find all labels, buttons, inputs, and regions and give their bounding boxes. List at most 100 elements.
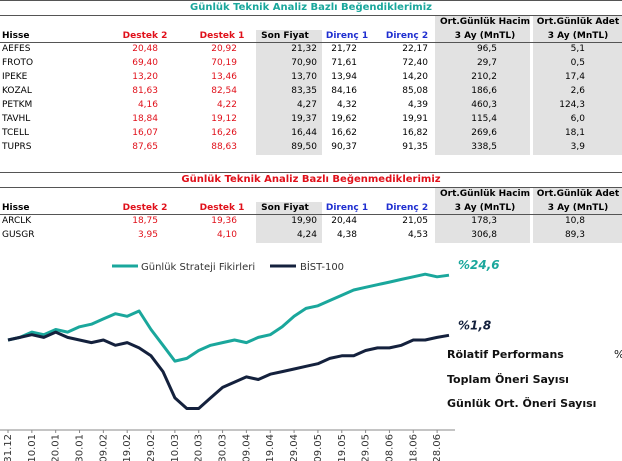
shade bbox=[435, 188, 530, 243]
x-tick-label: 20.03 bbox=[194, 434, 205, 461]
cell: TAVHL bbox=[2, 114, 31, 124]
cell: 18,75 bbox=[132, 216, 158, 226]
cell: GUSGR bbox=[2, 230, 35, 240]
column-header: 3 Ay (MnTL) bbox=[547, 31, 609, 41]
column-header: Direnç 2 bbox=[385, 31, 429, 41]
cell: 19,62 bbox=[331, 114, 357, 124]
column-header: 3 Ay (MnTL) bbox=[547, 203, 609, 213]
x-tick-label: 09.04 bbox=[241, 434, 252, 461]
cell: AEFES bbox=[2, 44, 31, 54]
x-tick-label: 28.06 bbox=[432, 434, 443, 461]
x-tick-label: 30.01 bbox=[75, 434, 86, 461]
shade bbox=[533, 16, 622, 155]
annotation: Günlük Ort. Öneri Sayısı bbox=[447, 396, 596, 410]
annotation: % bbox=[614, 348, 622, 361]
cell: 338,5 bbox=[471, 142, 497, 152]
cell: 16,44 bbox=[291, 128, 317, 138]
cell: 16,82 bbox=[402, 128, 428, 138]
x-tick-label: 20.01 bbox=[51, 434, 62, 461]
x-tick-label: 30.03 bbox=[218, 434, 229, 461]
cell: 85,08 bbox=[402, 86, 428, 96]
cell: 14,20 bbox=[402, 72, 428, 82]
cell: 16,62 bbox=[331, 128, 357, 138]
group-header: Ort.Günlük Hacim bbox=[439, 17, 531, 27]
cell: 72,40 bbox=[402, 58, 428, 68]
cell: 2,6 bbox=[570, 86, 585, 96]
cell: PETKM bbox=[2, 100, 33, 110]
shade bbox=[256, 202, 322, 243]
shade bbox=[435, 16, 530, 155]
end-label: %1,8 bbox=[458, 318, 491, 332]
column-header: 3 Ay (MnTL) bbox=[454, 203, 516, 213]
cell: 20,48 bbox=[132, 44, 158, 54]
legend-label: Günlük Strateji Fikirleri bbox=[141, 262, 255, 273]
cell: KOZAL bbox=[2, 86, 32, 96]
cell: 82,54 bbox=[211, 86, 237, 96]
column-header: Destek 2 bbox=[122, 203, 168, 213]
cell: 17,4 bbox=[564, 72, 585, 82]
cell: IPEKE bbox=[2, 72, 28, 82]
cell: 186,6 bbox=[471, 86, 497, 96]
cell: 178,3 bbox=[471, 216, 497, 226]
cell: 22,17 bbox=[402, 44, 428, 54]
cell: 3,9 bbox=[570, 142, 585, 152]
x-tick-label: 19.05 bbox=[337, 434, 348, 461]
column-header: Destek 1 bbox=[199, 31, 245, 41]
cell: 460,3 bbox=[471, 100, 497, 110]
cell: 96,5 bbox=[476, 44, 497, 54]
annotation: Toplam Öneri Sayısı bbox=[447, 372, 569, 386]
cell: 4,16 bbox=[137, 100, 158, 110]
cell: 0,5 bbox=[570, 58, 585, 68]
x-tick-label: 29.05 bbox=[361, 434, 372, 461]
x-tick-label: 10.03 bbox=[170, 434, 181, 461]
cell: 70,90 bbox=[291, 58, 317, 68]
cell: 4,53 bbox=[407, 230, 428, 240]
rule bbox=[0, 15, 622, 16]
legend-label: BİST-100 bbox=[300, 260, 344, 273]
cell: 21,05 bbox=[402, 216, 428, 226]
cell: 16,07 bbox=[132, 128, 158, 138]
cell: 124,3 bbox=[559, 100, 585, 110]
cell: 4,32 bbox=[336, 100, 357, 110]
column-header: Destek 1 bbox=[199, 203, 245, 213]
end-label: %24,6 bbox=[458, 258, 500, 272]
cell: 87,65 bbox=[132, 142, 158, 152]
column-header: Hisse bbox=[2, 31, 30, 41]
cell: 4,38 bbox=[336, 230, 357, 240]
cell: 20,92 bbox=[211, 44, 237, 54]
x-tick-label: 19.04 bbox=[265, 434, 276, 461]
shade bbox=[256, 30, 322, 155]
cell: 210,2 bbox=[471, 72, 497, 82]
cell: 19,36 bbox=[211, 216, 237, 226]
cell: 5,1 bbox=[570, 44, 585, 54]
group-header: Ort.Günlük Hacim bbox=[439, 189, 531, 199]
cell: 4,10 bbox=[216, 230, 237, 240]
table-title: Günlük Teknik Analiz Bazlı Beğendiklerim… bbox=[190, 2, 432, 13]
rule bbox=[0, 214, 622, 215]
column-header: Direnç 2 bbox=[385, 203, 429, 213]
shade bbox=[533, 188, 622, 243]
cell: 306,8 bbox=[471, 230, 497, 240]
line-series bbox=[7, 272, 450, 363]
rule bbox=[0, 0, 622, 1]
x-tick-label: 10.01 bbox=[27, 434, 38, 461]
cell: TUPRS bbox=[2, 142, 32, 152]
x-tick-label: 19.02 bbox=[122, 434, 133, 461]
cell: 13,46 bbox=[211, 72, 237, 82]
cell: 81,63 bbox=[132, 86, 158, 96]
column-header: Son Fiyat bbox=[261, 203, 309, 213]
cell: 3,95 bbox=[137, 230, 158, 240]
cell: 10,8 bbox=[564, 216, 585, 226]
cell: 91,35 bbox=[402, 142, 428, 152]
cell: 4,39 bbox=[407, 100, 428, 110]
cell: 83,35 bbox=[291, 86, 317, 96]
x-tick-label: 31.12 bbox=[3, 434, 14, 461]
cell: 19,91 bbox=[402, 114, 428, 124]
x-tick-label: 08.06 bbox=[384, 434, 395, 461]
table-title: Günlük Teknik Analiz Bazlı Beğenmedikler… bbox=[181, 174, 441, 185]
annotation: Rölatif Performans bbox=[447, 348, 564, 361]
cell: 70,19 bbox=[211, 58, 237, 68]
cell: FROTO bbox=[2, 58, 34, 68]
cell: 18,1 bbox=[564, 128, 585, 138]
